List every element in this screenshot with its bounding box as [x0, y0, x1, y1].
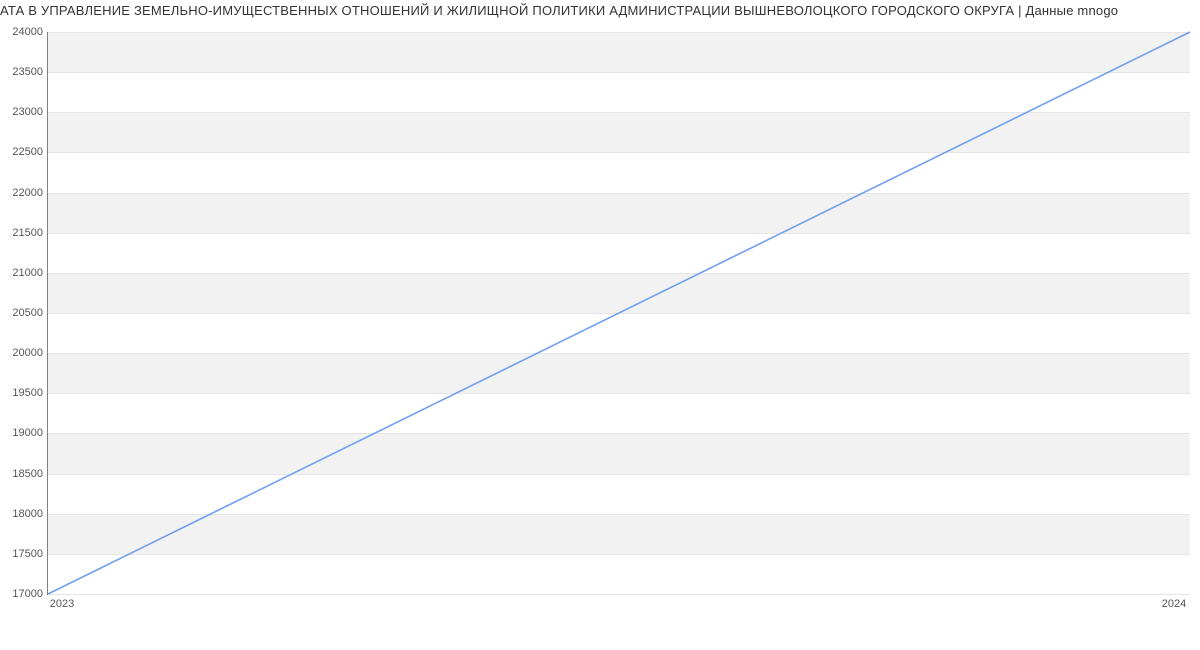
gridline [48, 594, 1190, 595]
line-series [48, 32, 1190, 594]
chart-container: АТА В УПРАВЛЕНИЕ ЗЕМЕЛЬНО-ИМУЩЕСТВЕННЫХ … [0, 0, 1200, 650]
series-line [48, 32, 1190, 594]
x-tick-label: 2024 [1162, 598, 1186, 610]
plot-area [47, 32, 1190, 595]
chart-title: АТА В УПРАВЛЕНИЕ ЗЕМЕЛЬНО-ИМУЩЕСТВЕННЫХ … [0, 0, 1200, 22]
x-tick-label: 2023 [50, 598, 74, 610]
